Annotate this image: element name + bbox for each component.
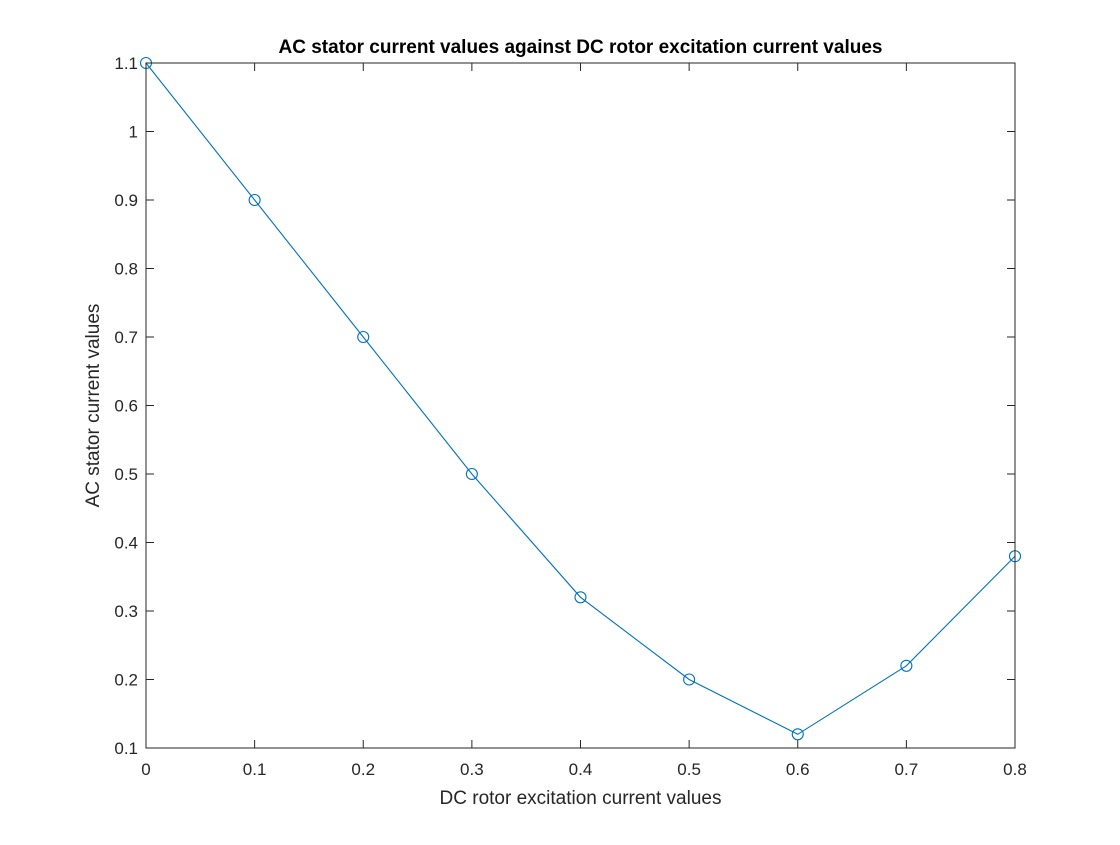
y-tick-label: 1.1 [114,54,138,73]
x-tick-label: 0.4 [569,760,593,779]
axis-ticks: 0 0.1 0.2 0.3 0.4 0.5 0.6 0.7 0.80.10.20.30.40.5… [114,54,1026,779]
y-tick-label: 0.9 [114,191,138,210]
x-tick-label: 0.6 [786,760,810,779]
x-tick-label: 0.5 [677,760,701,779]
axes-box [145,62,1016,749]
x-tick-label: 0 [141,760,150,779]
data-point-marker [900,659,913,672]
x-tick-label: 0.7 [895,760,919,779]
x-tick-label: 0.2 [351,760,375,779]
y-tick-label: 1 [129,123,138,142]
y-tick-label: 0.3 [114,602,138,621]
x-tick-label: 0.3 [460,760,484,779]
chart-title: AC stator current values against DC roto… [279,37,883,58]
x-axis-title: DC rotor excitation current values [440,788,722,809]
x-tick-label: 0.8 [1003,760,1027,779]
series-line [145,62,1016,735]
y-tick-label: 0.5 [114,465,138,484]
y-tick-label: 0.1 [114,739,138,758]
plot-area [139,56,1022,741]
y-tick-label: 0.2 [114,671,138,690]
y-axis-title: AC stator current values [83,304,104,508]
y-tick-label: 0.4 [114,534,138,553]
data-point-marker [465,467,478,481]
y-tick-label: 0.7 [114,328,138,347]
data-point-marker [683,673,696,686]
y-tick-label: 0.8 [114,260,138,279]
data-point-marker [248,193,261,207]
y-tick-label: 0.6 [114,397,138,416]
data-point-marker [574,591,587,604]
x-tick-label: 0.1 [243,760,267,779]
data-point-marker [357,330,370,344]
data-point-marker [791,728,804,741]
